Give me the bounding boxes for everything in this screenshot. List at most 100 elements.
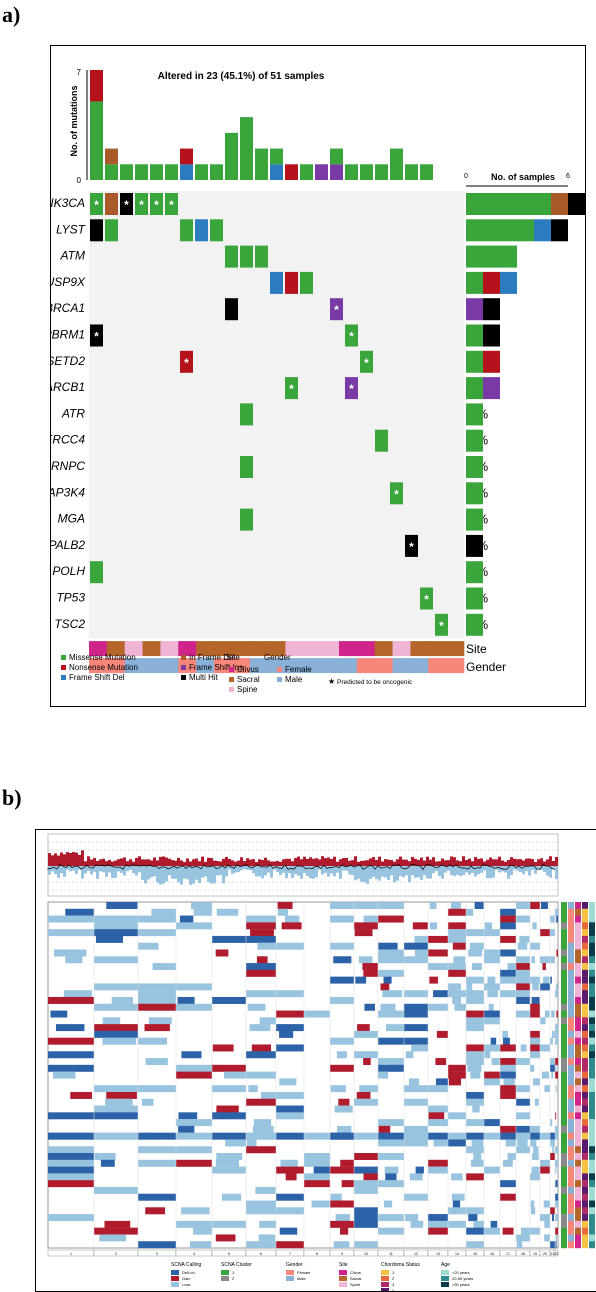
scna-segment [212, 1044, 234, 1052]
profile-gain-bar [198, 861, 201, 866]
scna-segment [484, 1010, 500, 1018]
scna-segment [555, 1159, 558, 1167]
scna-segment [541, 1071, 549, 1079]
scna-segment [378, 1058, 404, 1066]
annotation-track-cell [575, 1024, 581, 1032]
annotation-track-cell [561, 1064, 567, 1072]
scna-segment [311, 1200, 330, 1208]
legend-swatch [61, 665, 66, 670]
scna-segment [212, 1064, 246, 1072]
right-bar-segment [466, 377, 483, 400]
profile-gain-bar [531, 859, 534, 866]
scna-segment [487, 990, 498, 998]
scna-segment [500, 1193, 516, 1201]
scna-segment [330, 915, 354, 923]
chromosome-label: 13 [436, 1252, 440, 1256]
legend-label: Nonsense Mutation [69, 663, 138, 672]
profile-gain-bar [546, 859, 549, 866]
annotation-track-cell [589, 1064, 595, 1072]
gender-track-cell [392, 658, 411, 674]
annotation-track-cell [568, 942, 574, 950]
profile-gain-bar [399, 856, 402, 866]
annotation-track-cell [568, 1044, 574, 1052]
profile-loss-bar [492, 866, 495, 878]
profile-loss-bar [189, 866, 192, 885]
chromosome-label: 18 [521, 1252, 525, 1256]
profile-gain-bar [390, 860, 393, 866]
profile-gain-bar [231, 860, 234, 866]
scna-segment [552, 1030, 555, 1038]
scna-segment [330, 1037, 354, 1045]
profile-loss-bar [438, 866, 441, 877]
scna-segment [484, 1051, 491, 1059]
annotation-track-cell [575, 1186, 581, 1194]
profile-loss-bar [513, 866, 516, 870]
scna-segment [378, 915, 404, 923]
annotation-track-cell [575, 1098, 581, 1106]
scna-segment [304, 1159, 330, 1167]
gene-label: POLH [52, 564, 85, 578]
scna-segment [338, 1098, 350, 1106]
scna-segment [258, 1234, 276, 1242]
profile-gain-bar [297, 856, 300, 866]
scna-segment [378, 942, 398, 950]
scna-segment [448, 1112, 466, 1120]
mutation-cell [360, 350, 373, 373]
scna-segment [70, 1091, 92, 1099]
scna-segment [354, 1214, 378, 1222]
right-bar-segment [568, 193, 585, 215]
scna-segment [550, 1064, 555, 1072]
scna-segment [176, 1220, 212, 1228]
scna-segment [334, 1105, 353, 1113]
annotation-track-cell [582, 1024, 588, 1032]
annotation-track-cell [568, 1166, 574, 1174]
heatmap-legend-label: Clivus [350, 1270, 361, 1275]
heatmap-legend-swatch [441, 1282, 449, 1287]
scna-segment [466, 1098, 484, 1106]
top-bar-segment [90, 101, 103, 180]
mutation-cell [165, 193, 178, 215]
profile-loss-bar [51, 866, 54, 872]
scna-segment [378, 1125, 391, 1133]
scna-segment [414, 949, 428, 957]
scna-segment [94, 983, 138, 991]
annotation-track-cell [589, 1234, 595, 1242]
annotation-track-cell [582, 1153, 588, 1161]
annotation-track-cell [582, 1200, 588, 1208]
oncogenic-star: * [139, 198, 144, 212]
annotation-track-cell [568, 969, 574, 977]
profile-loss-bar [228, 866, 231, 870]
annotation-track-cell [575, 1132, 581, 1140]
annotation-track-cell [568, 1064, 574, 1072]
profile-loss-bar [198, 866, 201, 883]
scna-segment [354, 1051, 378, 1059]
profile-loss-bar [237, 866, 240, 872]
profile-gain-bar [147, 859, 150, 866]
gender-track-cell [410, 658, 429, 674]
scna-segment [333, 1241, 350, 1249]
profile-loss-bar [378, 866, 381, 881]
profile-gain-bar [552, 860, 555, 866]
scna-segment [354, 1098, 378, 1106]
scna-segment [540, 1017, 546, 1025]
heatmap-legend-label: Loss [182, 1282, 190, 1287]
scna-segment [276, 942, 304, 950]
scna-segment [189, 1241, 212, 1249]
annotation-track-cell [582, 1166, 588, 1174]
mutation-cell [285, 271, 298, 294]
scna-segment [48, 929, 94, 937]
annotation-track-cell [582, 1037, 588, 1045]
annotation-track-cell [589, 1193, 595, 1201]
annotation-track-cell [561, 990, 567, 998]
annotation-track-cell [575, 1139, 581, 1147]
annotation-track-cell [589, 1186, 595, 1194]
profile-gain-bar [246, 858, 249, 866]
annotation-track-cell [582, 908, 588, 916]
profile-gain-bar [330, 858, 333, 866]
profile-gain-bar [171, 860, 174, 866]
scna-segment [543, 1200, 550, 1208]
scna-segment [451, 1193, 465, 1201]
profile-gain-bar [381, 861, 384, 866]
scna-segment [191, 902, 212, 909]
scna-segment [215, 949, 229, 957]
